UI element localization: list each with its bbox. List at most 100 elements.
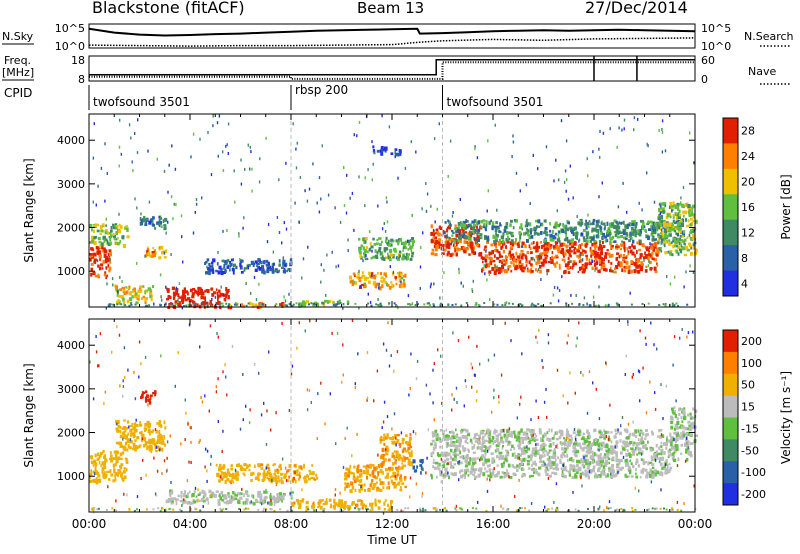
data-cell [561,475,565,478]
data-cell [200,293,203,298]
scatter-cell [618,126,620,130]
data-cell [390,466,394,471]
data-cell [98,478,102,483]
data-cell [442,476,446,479]
data-cell [598,259,601,264]
scatter-cell [302,257,305,261]
data-cell [558,263,561,268]
data-cell [535,248,539,253]
data-cell [529,263,533,266]
scatter-cell [421,207,423,211]
data-cell [552,245,556,249]
ground-cell [496,303,499,306]
data-cell [448,242,452,246]
data-cell [572,232,575,237]
data-cell [512,255,515,259]
data-cell [105,275,108,280]
ground-cell [130,303,133,306]
scatter-cell [331,250,333,254]
data-cell [408,451,411,455]
data-cell [551,471,555,475]
data-cell [680,219,683,223]
data-cell [554,465,558,470]
data-cell [692,204,695,208]
data-cell [374,284,378,289]
data-cell [103,249,106,253]
data-cell [519,265,523,269]
data-cell [221,259,225,263]
data-cell [401,482,405,485]
data-cell [647,440,649,444]
data-cell [390,152,394,155]
data-cell [449,253,453,257]
data-cell [565,244,569,249]
data-cell [501,465,504,468]
data-cell [565,249,569,252]
data-cell [546,437,549,441]
data-cell [218,265,222,270]
data-cell [642,471,644,474]
scatter-cell [586,302,588,306]
data-cell [520,266,523,271]
scatter-cell [292,122,294,126]
scatter-cell [567,197,570,201]
data-cell [163,224,167,227]
data-cell [626,223,630,227]
data-cell [527,441,530,445]
data-cell [464,470,467,475]
data-cell [496,439,499,443]
data-cell [485,235,488,239]
data-cell [366,464,369,467]
data-cell [537,452,540,456]
data-cell [547,242,551,245]
ground-cell [159,304,162,307]
noise-panel-frame [88,23,696,49]
data-cell [118,223,121,227]
data-cell [474,468,478,471]
scatter-cell [581,218,583,222]
data-cell [543,219,547,223]
data-cell [576,459,580,464]
data-cell [615,265,619,270]
scatter-cell [661,228,663,232]
data-cell [391,474,394,478]
data-cell [572,431,576,435]
data-cell [478,467,481,470]
data-cell [631,222,635,227]
data-cell [410,245,414,249]
data-cell [652,246,656,250]
data-cell [454,248,456,253]
data-cell [677,216,681,220]
data-cell [90,262,94,266]
data-cell [499,457,503,460]
data-cell [648,246,651,250]
data-cell [584,263,588,267]
data-cell [382,437,385,442]
data-cell [409,461,413,466]
data-cell [579,251,583,256]
data-cell [202,495,205,499]
data-cell [398,465,400,470]
data-cell [520,428,523,433]
data-cell [523,437,527,441]
data-cell [123,291,127,295]
data-cell [574,241,577,246]
data-cell [660,451,663,456]
data-cell [329,299,332,303]
data-cell [658,459,661,464]
data-cell [384,146,388,151]
data-cell [98,241,102,244]
scatter-cell [369,230,371,234]
scatter-cell [557,224,559,227]
data-cell [628,452,631,457]
scatter-cell [579,253,581,257]
data-cell [458,235,462,239]
data-cell [625,429,629,434]
scatter-cell [217,154,219,158]
scatter-cell [118,212,120,216]
data-cell [648,253,652,258]
scatter-cell [483,264,485,267]
data-cell [608,255,612,258]
data-cell [507,434,510,438]
data-cell [388,468,391,472]
